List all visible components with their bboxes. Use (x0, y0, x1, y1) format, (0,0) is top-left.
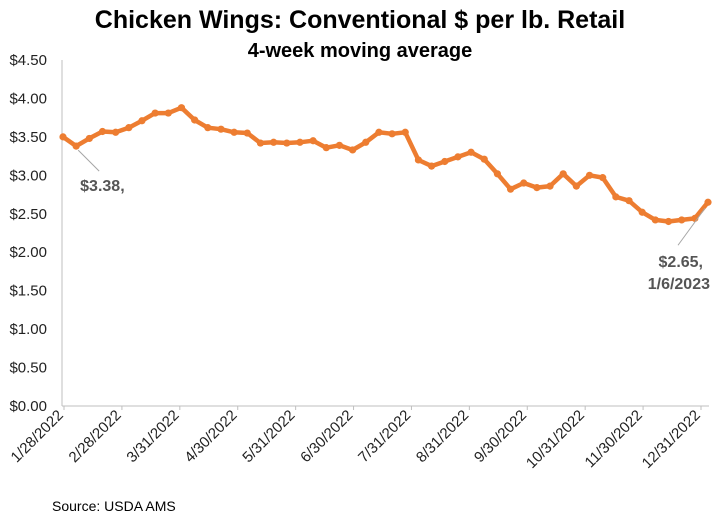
data-point (612, 193, 620, 201)
data-point (506, 185, 515, 193)
data-point (270, 138, 278, 146)
data-point (72, 142, 80, 150)
data-point (467, 148, 475, 156)
chart-subtitle: 4-week moving average (247, 40, 473, 62)
y-tick-label: $3.00 (9, 167, 47, 184)
x-tick-label: 3/31/2022 (123, 407, 182, 466)
data-point (401, 128, 409, 136)
y-tick-label: $4.00 (9, 90, 47, 107)
y-tick-label: $4.50 (9, 52, 47, 69)
data-point (493, 170, 501, 178)
y-tick-label: $0.50 (9, 360, 47, 377)
source-note: Source: USDA AMS (52, 498, 176, 514)
data-point (335, 141, 344, 149)
data-point (546, 182, 554, 190)
data-point (427, 162, 436, 170)
x-tick-label: 2/28/2022 (66, 407, 125, 466)
axes (61, 60, 709, 407)
data-point (98, 127, 107, 136)
x-tick-label: 12/31/2022 (639, 407, 704, 472)
data-point (283, 139, 291, 147)
x-tick-label: 9/30/2022 (471, 407, 530, 466)
data-point (230, 128, 238, 136)
annotations: $3.38, $2.65, 1/6/2023 (77, 149, 710, 293)
data-point (138, 117, 146, 125)
chart-title: Chicken Wings: Conventional $ per lb. Re… (94, 6, 626, 34)
data-point (388, 130, 396, 138)
series-group (59, 104, 712, 226)
data-point (217, 125, 225, 133)
x-tick-label: 10/31/2022 (523, 407, 588, 472)
x-tick-label: 6/30/2022 (297, 407, 356, 466)
data-point (164, 109, 172, 117)
data-point (441, 157, 449, 166)
annotation-label: $2.65, (659, 254, 703, 271)
data-point (348, 146, 357, 154)
annotation-leader (677, 207, 706, 246)
data-point (85, 134, 93, 143)
x-axis-ticks: 1/28/20222/28/20223/31/20224/30/20225/31… (8, 406, 704, 472)
data-point (375, 128, 383, 136)
data-point (533, 184, 541, 192)
x-tick-label: 7/31/2022 (355, 407, 414, 466)
y-tick-label: $3.50 (9, 129, 47, 146)
data-point (664, 217, 673, 226)
data-point (585, 171, 594, 179)
data-point (572, 182, 580, 190)
data-point (243, 129, 251, 137)
y-tick-label: $1.00 (9, 321, 47, 338)
data-point (309, 137, 317, 145)
data-point (204, 124, 212, 132)
data-point (678, 216, 686, 224)
x-tick-label: 11/30/2022 (582, 407, 646, 471)
data-point (414, 156, 423, 164)
y-tick-label: $0.00 (9, 398, 47, 415)
data-point (638, 208, 646, 216)
data-point (112, 128, 120, 136)
x-tick-label: 5/31/2022 (239, 407, 298, 466)
data-point (454, 153, 462, 161)
data-point (559, 170, 567, 178)
data-point (625, 197, 633, 205)
data-point (125, 124, 133, 132)
y-axis-ticks: $0.00 $0.50 $1.00 $1.50 $2.00 $2.50 $3.00 $3.50… (9, 52, 47, 415)
data-point (651, 216, 659, 224)
data-point (322, 144, 330, 152)
x-tick-label: 1/28/2022 (8, 407, 67, 466)
data-point (256, 139, 265, 147)
y-tick-label: $2.00 (9, 244, 47, 261)
y-tick-label: $2.50 (9, 206, 47, 223)
annotation-leader (77, 149, 100, 172)
data-point (151, 109, 159, 117)
series-line (60, 105, 711, 224)
data-point (191, 116, 199, 124)
x-tick-label: 4/30/2022 (181, 407, 240, 466)
data-point (362, 138, 370, 146)
annotation-date: 1/6/2023 (648, 276, 710, 293)
y-tick-label: $1.50 (9, 283, 47, 300)
data-point (704, 198, 712, 206)
data-point (599, 174, 607, 182)
annotation-label: $3.38, (80, 178, 124, 195)
x-tick-label: 8/31/2022 (413, 407, 472, 466)
data-point (296, 138, 304, 146)
data-point (177, 104, 186, 112)
data-point (480, 155, 488, 163)
data-point (520, 179, 528, 187)
data-point (59, 133, 67, 141)
